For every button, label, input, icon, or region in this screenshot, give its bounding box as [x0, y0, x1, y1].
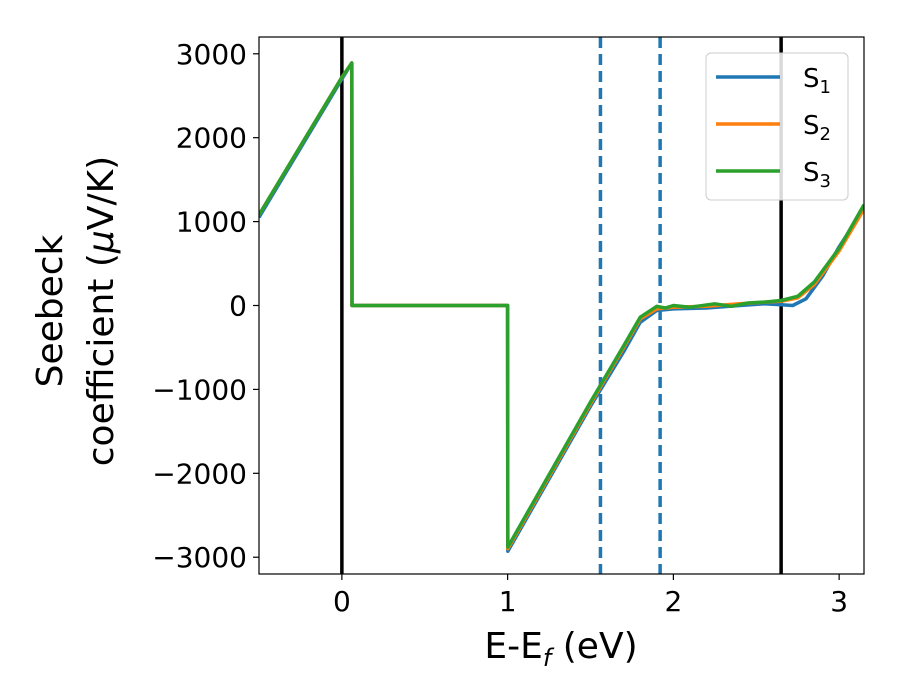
y-axis-ticks: 3000 2000 1000 0 −1000 −2000 −3000 — [152, 38, 259, 574]
x-tick-label: 3 — [830, 585, 848, 618]
y-tick-label: −2000 — [152, 457, 247, 490]
y-tick-label: −3000 — [152, 541, 247, 574]
y-tick-label: 3000 — [176, 38, 247, 71]
x-tick-label: 2 — [664, 585, 682, 618]
y-tick-label: −1000 — [152, 373, 247, 406]
y-tick-label: 1000 — [176, 206, 247, 239]
series-lines — [259, 61, 864, 554]
x-axis-ticks: 0 1 2 3 — [333, 574, 848, 618]
y-axis-label: Seebeck coefficient (μV/K) — [30, 156, 122, 466]
legend-label-s3: S3 — [803, 158, 831, 192]
y-tick-label: 2000 — [176, 122, 247, 155]
y-tick-label: 0 — [229, 290, 247, 323]
x-tick-label: 0 — [333, 585, 351, 618]
legend-label-s1: S1 — [803, 64, 831, 98]
y-axis-label-line2: coefficient (μV/K) — [81, 156, 122, 466]
x-axis-label: E-Ef (eV) — [484, 626, 637, 672]
series-line-s3 — [259, 61, 864, 549]
y-axis-label-line1: Seebeck — [30, 234, 71, 387]
x-tick-label: 1 — [499, 585, 517, 618]
legend-entries: S1 S2 S3 — [716, 64, 831, 192]
legend-label-s2: S2 — [803, 111, 831, 145]
legend: S1 S2 S3 — [705, 52, 849, 201]
legend-box — [705, 52, 849, 201]
